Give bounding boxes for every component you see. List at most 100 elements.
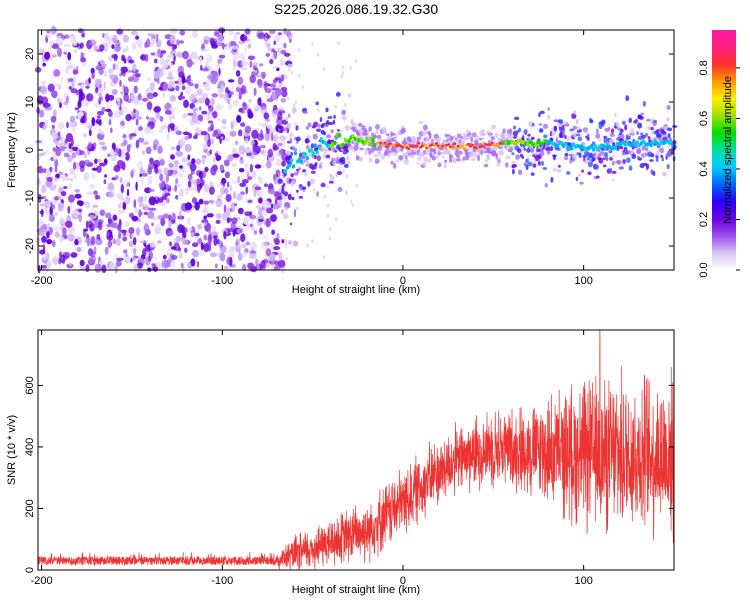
spectrogram-cell (132, 109, 140, 118)
spectrogram-cell (512, 168, 515, 175)
spectrogram-cell (216, 183, 221, 187)
spectrogram-cell (99, 130, 105, 135)
spectrogram-cell (111, 222, 116, 228)
spectrogram-cell (154, 168, 159, 174)
spectrogram-cell (363, 128, 368, 133)
spectrogram-cell (49, 55, 54, 62)
spectrogram-cell (511, 164, 518, 168)
spectrogram-cell (179, 188, 184, 198)
spectrogram-core-cell (379, 141, 383, 145)
spectrogram-cell (249, 223, 253, 228)
spectrogram-core-cell (283, 169, 288, 174)
spectrogram-cell (41, 235, 47, 243)
spectrogram-cell (530, 147, 535, 153)
spectrogram-cell (260, 71, 266, 80)
spectrogram-cell (191, 114, 199, 124)
spectrogram-core-cell (452, 142, 457, 146)
spectrogram-cell (564, 123, 570, 127)
spectrogram-cell (322, 255, 326, 260)
spectrogram-cell (208, 233, 212, 242)
spectrogram-cell (174, 106, 178, 111)
spectrogram-cell (133, 85, 138, 94)
spectrogram-cell (158, 182, 165, 188)
spectrogram-cell (169, 27, 178, 35)
spectrogram-cell (44, 51, 51, 60)
spectrogram-cell (139, 169, 146, 173)
spectrogram-cell (620, 128, 624, 133)
spectrogram-cell (215, 104, 223, 111)
spectrogram-cell (527, 133, 531, 137)
spectrogram-cell (241, 66, 248, 71)
spectrogram-core-cell (319, 137, 323, 142)
spectrogram-cell (108, 110, 113, 117)
spectrogram-cell (52, 240, 56, 248)
spectrogram-cell (287, 63, 293, 68)
spectrogram-cell (251, 129, 259, 139)
spectrogram-cell (587, 171, 592, 176)
spectrogram-ytick-label: 20 (24, 48, 36, 60)
spectrogram-cell (192, 249, 199, 258)
spectrogram-cell (372, 134, 378, 139)
spectrogram-cell (609, 167, 613, 174)
spectrogram-cell (595, 175, 600, 179)
spectrogram-cell (616, 159, 622, 165)
spectrogram-cell (277, 111, 283, 121)
spectrogram-cell (542, 123, 549, 129)
spectrogram-cell (572, 131, 577, 138)
spectrogram-cell (217, 88, 224, 94)
spectrogram-cell (99, 59, 105, 65)
spectrogram-cell (122, 84, 126, 90)
spectrogram-cell (549, 145, 554, 152)
spectrogram-cell (621, 120, 627, 125)
spectrogram-cell (143, 195, 148, 203)
spectrogram-cell (242, 216, 249, 225)
spectrogram-cell (640, 112, 644, 116)
spectrogram-cell (323, 131, 326, 136)
spectrogram-cell (462, 156, 466, 161)
spectrogram-cell (181, 157, 188, 163)
spectrogram-cell (151, 263, 157, 267)
spectrogram-cell (57, 97, 61, 104)
spectrogram-cell (98, 68, 104, 75)
spectrogram-cell (258, 218, 264, 223)
spectrogram-cell (106, 231, 110, 237)
spectrogram-cell (193, 179, 202, 185)
spectrogram-cell (267, 262, 270, 268)
spectrogram-cell (572, 125, 578, 130)
spectrogram-cell (220, 245, 227, 254)
spectrogram-cell (291, 196, 295, 201)
spectrogram-cell (562, 124, 565, 131)
spectrogram-cell (616, 145, 620, 151)
spectrogram-cell (74, 188, 80, 193)
spectrogram-cell (134, 207, 138, 215)
spectrogram-cell (91, 117, 96, 127)
spectrogram-cell (317, 108, 320, 113)
spectrogram-cell (269, 58, 274, 65)
spectrogram-cell (198, 237, 203, 245)
spectrogram-cell (166, 133, 170, 141)
spectrogram-cell (106, 104, 111, 109)
spectrogram-cell (213, 32, 221, 37)
spectrogram-cell (641, 134, 646, 139)
spectrogram-cell (612, 154, 615, 158)
spectrogram-cell (270, 214, 277, 223)
spectrogram-cell (137, 196, 143, 204)
spectrogram-cell (121, 154, 127, 158)
spectrogram-cell (87, 237, 90, 247)
spectrogram-cell (220, 186, 225, 196)
spectrogram-cell (244, 125, 252, 134)
spectrogram-cell (558, 164, 561, 168)
spectrogram-cell (229, 256, 233, 267)
spectrogram-cell (232, 99, 240, 107)
spectrogram-cell (159, 159, 165, 166)
spectrogram-cell (137, 102, 143, 106)
spectrogram-cell (278, 128, 281, 132)
spectrogram-cell (223, 46, 228, 51)
spectrogram-core-cell (293, 151, 298, 156)
spectrogram-cell (352, 122, 357, 128)
spectrogram-cell (298, 196, 304, 199)
spectrogram-cell (144, 204, 148, 210)
spectrogram-cell (380, 154, 386, 160)
